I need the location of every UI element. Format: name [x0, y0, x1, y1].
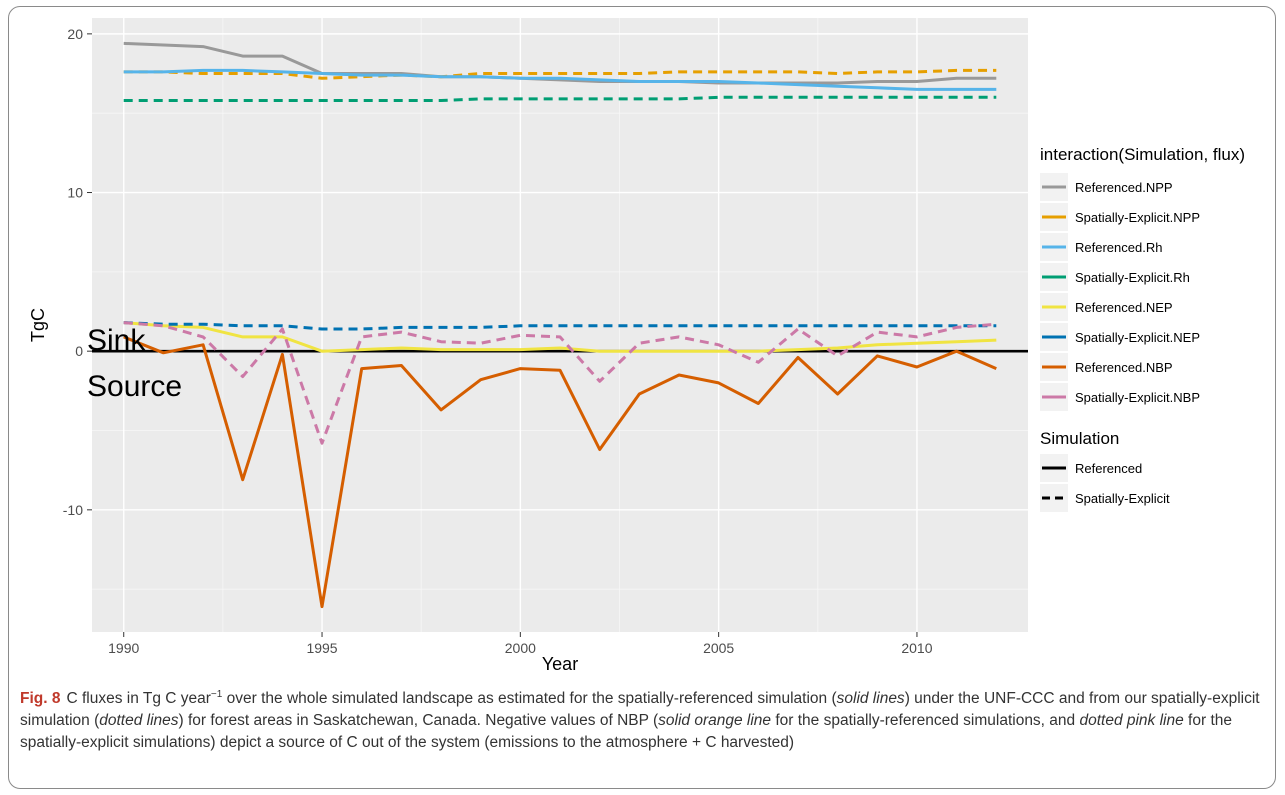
- series-line-referenced-npp: [123, 41, 997, 85]
- series-line-spatially-explicit-nbp: [123, 321, 997, 445]
- legend2-label: Spatially-Explicit: [1075, 491, 1170, 506]
- caption-part1: C fluxes in Tg C year: [66, 690, 211, 708]
- caption-em2: dotted lines: [99, 712, 179, 730]
- caption-part4: ) for forest areas in Saskatchewan, Cana…: [178, 712, 659, 730]
- x-tick-label: 1995: [306, 640, 337, 656]
- legend2-label: Referenced: [1075, 461, 1142, 476]
- y-tick-label: -10: [63, 502, 83, 518]
- legend-flux: Referenced.NPP Spatially-Explicit.NPP Refe…: [1040, 173, 1200, 411]
- figure-frame: [8, 6, 1276, 789]
- legend-label: Spatially-Explicit.Rh: [1075, 270, 1190, 285]
- caption-part6: for the spatially-explicit simulations) …: [20, 712, 1232, 752]
- caption-em4: dotted pink line: [1079, 712, 1184, 730]
- x-tick-label: 1990: [108, 640, 139, 656]
- chart: 1990 1995 2000 2005 2010 -10 0 10 20 Sink Source…: [28, 18, 1245, 674]
- y-tick-label: 0: [75, 343, 83, 359]
- series-line-referenced-nbp: [123, 335, 997, 609]
- series-layer: [123, 41, 997, 609]
- legend2-title: Simulation: [1040, 429, 1119, 448]
- grid: [92, 18, 1028, 632]
- figure-caption: Fig. 8 C fluxes in Tg C year−1 over the w…: [20, 684, 1262, 754]
- legend-label: Referenced.NPP: [1075, 180, 1173, 195]
- series-line-referenced-nep: [123, 321, 997, 353]
- x-tick-label: 2000: [505, 640, 536, 656]
- legend-label: Spatially-Explicit.NBP: [1075, 390, 1200, 405]
- legend-label: Referenced.NBP: [1075, 360, 1173, 375]
- source-label: Source: [87, 370, 182, 403]
- figure-label: Fig. 8: [20, 690, 61, 708]
- axes: 1990 1995 2000 2005 2010 -10 0 10 20: [63, 26, 933, 656]
- series-line-spatially-explicit-nep: [123, 321, 997, 331]
- caption-superscript: −1: [210, 689, 223, 700]
- x-axis-title: Year: [542, 654, 578, 674]
- x-tick-label: 2005: [703, 640, 734, 656]
- caption-part2: over the whole simulated landscape as es…: [222, 690, 837, 708]
- series-line-referenced-rh: [123, 68, 997, 91]
- caption-em1: solid lines: [836, 690, 905, 708]
- y-tick-label: 20: [67, 26, 83, 42]
- series-line-spatially-explicit-npp: [123, 68, 997, 80]
- x-tick-label: 2010: [901, 640, 932, 656]
- y-axis-title: TgC: [28, 308, 48, 342]
- legend-label: Referenced.NEP: [1075, 300, 1173, 315]
- caption-part3: ) under the UNF-CCC and from our spatial…: [20, 690, 1260, 730]
- legend-simulation: Referenced Spatially-Explicit: [1040, 454, 1170, 512]
- caption-part5: for the spatially-referenced simulations…: [771, 712, 1080, 730]
- legend-title: interaction(Simulation, flux): [1040, 145, 1245, 164]
- legend-label: Spatially-Explicit.NPP: [1075, 210, 1200, 225]
- legend-label: Referenced.Rh: [1075, 240, 1162, 255]
- legend-label: Spatially-Explicit.NEP: [1075, 330, 1200, 345]
- y-tick-label: 10: [67, 185, 83, 201]
- caption-em3: solid orange line: [658, 712, 772, 730]
- series-line-spatially-explicit-rh: [123, 95, 997, 102]
- sink-label: Sink: [87, 324, 146, 357]
